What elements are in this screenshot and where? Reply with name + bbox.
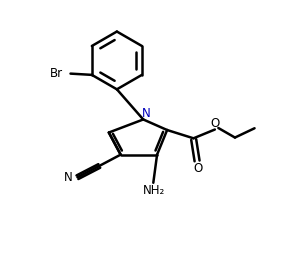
Text: NH₂: NH₂ — [143, 184, 165, 197]
Text: O: O — [193, 162, 203, 175]
Text: Br: Br — [50, 67, 63, 80]
Text: N: N — [64, 171, 73, 184]
Text: N: N — [142, 107, 151, 120]
Text: O: O — [210, 117, 220, 130]
